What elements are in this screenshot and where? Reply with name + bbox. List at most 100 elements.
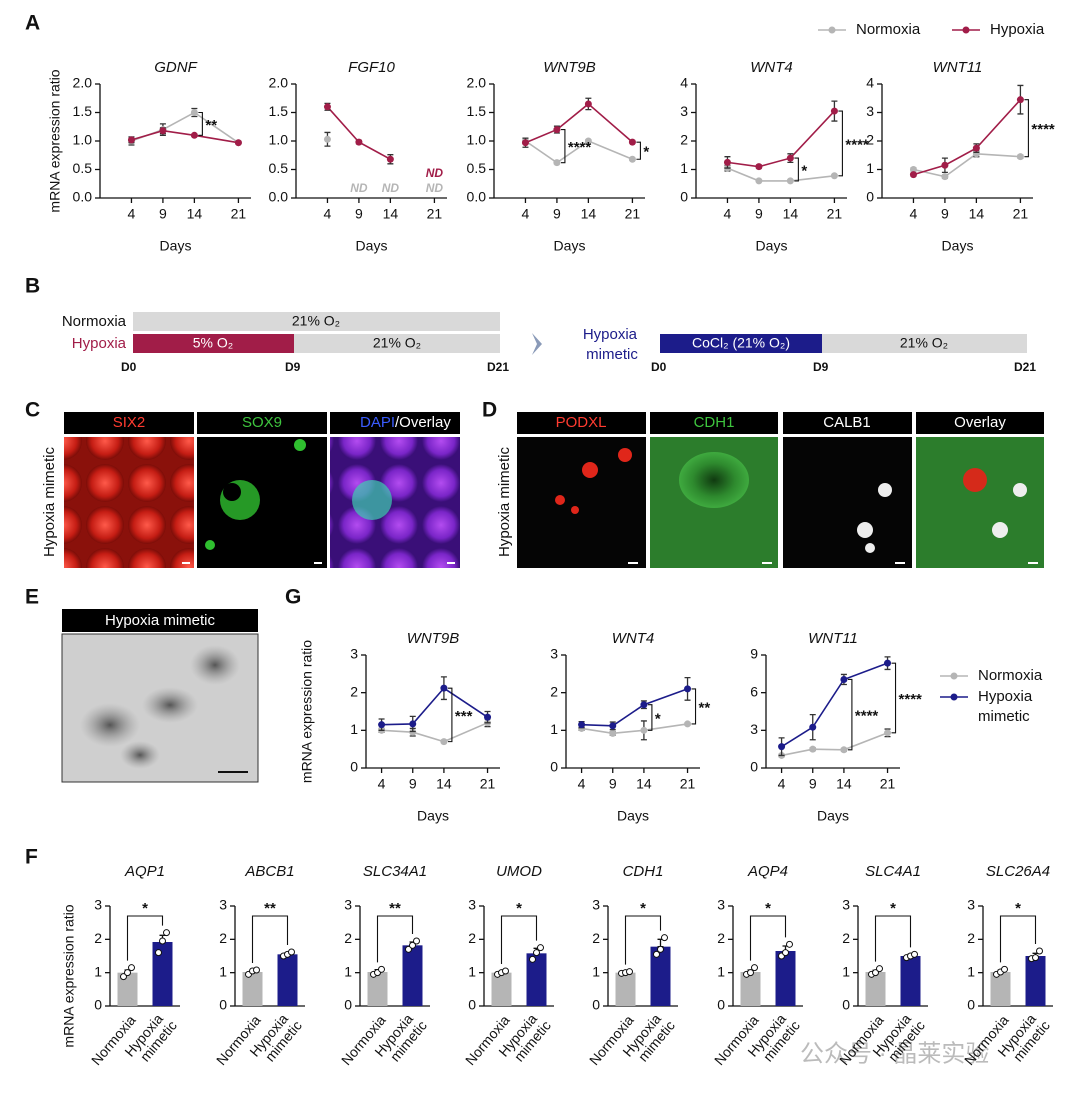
micrograph (916, 437, 1044, 568)
data-point (159, 937, 166, 945)
data-point (529, 955, 536, 963)
annotation: * (655, 710, 661, 727)
y-tick-label: 0.5 (73, 160, 93, 176)
bracket (636, 141, 641, 160)
day-label: D9 (813, 360, 829, 374)
bracket (838, 110, 843, 177)
stain (223, 483, 241, 501)
bar (740, 972, 761, 1006)
data-point (124, 969, 131, 977)
arrow (532, 333, 542, 355)
header-bar (64, 412, 194, 434)
stain (142, 687, 198, 723)
chart-title: WNT11 (933, 59, 983, 76)
bracket (251, 915, 289, 963)
data-point (163, 929, 170, 937)
bar-label: 21% O₂ (373, 335, 421, 351)
panel-letter: B (25, 275, 40, 298)
point (941, 173, 949, 181)
y-tick-label: 0 (750, 759, 758, 775)
x-tick-label: 9 (809, 776, 817, 792)
x-tick-label: 4 (522, 206, 530, 222)
bracket (874, 915, 912, 962)
watermark: 公众号 · 晶莱实验 (800, 1040, 989, 1067)
bar-label: 21% O₂ (292, 313, 340, 329)
x-tick-label: 14 (581, 206, 597, 222)
x-tick-label: 14 (783, 206, 799, 222)
chart-title: SLC34A1 (363, 863, 427, 880)
x-axis-label: Days (417, 808, 449, 824)
y-tick-label: 3 (468, 897, 476, 913)
y-tick-label: 0 (866, 189, 874, 205)
data-point (120, 973, 127, 981)
point (840, 675, 848, 683)
y-tick-label: 1 (550, 721, 558, 737)
micrograph (64, 437, 194, 568)
point (484, 713, 492, 721)
bracket (691, 688, 697, 725)
stain (878, 483, 892, 497)
panel-letter: F (25, 846, 38, 869)
series-line (581, 723, 688, 735)
point (640, 726, 648, 734)
stain (205, 540, 215, 550)
y-tick-label: 3 (344, 897, 352, 913)
y-tick-label: 3 (967, 897, 975, 913)
point (584, 137, 592, 145)
data-point (1001, 965, 1008, 973)
y-tick-label: 0 (967, 997, 975, 1013)
y-tick-label: 0 (219, 997, 227, 1013)
annotation: * (1015, 900, 1021, 917)
day-label: D21 (487, 360, 509, 374)
annotation: * (765, 900, 771, 917)
annotation: * (801, 162, 807, 179)
series-line (381, 687, 488, 726)
data-point (533, 949, 540, 957)
point (440, 738, 448, 746)
legend-marker (950, 693, 958, 701)
annotation: **** (899, 691, 923, 708)
stain (294, 439, 306, 451)
data-point (661, 934, 668, 942)
bracket (647, 704, 653, 731)
bar (277, 954, 298, 1006)
annotation: ** (264, 900, 276, 917)
point (786, 177, 794, 185)
chart-title: WNT11 (808, 630, 858, 647)
x-tick-label: 14 (383, 206, 399, 222)
data-point (405, 945, 412, 953)
point (628, 155, 636, 163)
bracket (794, 157, 799, 182)
point (609, 722, 617, 730)
x-tick-label: 21 (880, 776, 896, 792)
y-tick-label: 1.0 (467, 132, 487, 148)
y-tick-label: 3 (350, 646, 358, 662)
y-tick-label: 2.0 (269, 75, 289, 91)
point (584, 100, 592, 108)
x-tick-label: 21 (625, 206, 641, 222)
header: Overlay (954, 414, 1006, 431)
y-tick-label: 0 (94, 997, 102, 1013)
chart-title: AQP4 (747, 863, 788, 880)
data-point (657, 945, 664, 953)
series-line (781, 732, 888, 757)
y-tick-label: 1.5 (269, 103, 289, 119)
stain (571, 506, 579, 514)
series-line (781, 662, 888, 748)
row-label: Hypoxia (72, 335, 127, 352)
day-label: D0 (651, 360, 667, 374)
chart-title: SLC26A4 (986, 863, 1050, 880)
point (190, 109, 198, 116)
y-tick-label: 3 (94, 897, 102, 913)
chart-title: AQP1 (124, 863, 165, 880)
y-tick-label: 1.5 (467, 103, 487, 119)
y-tick-label: 0.0 (467, 189, 487, 205)
point (909, 166, 917, 173)
data-point (911, 950, 918, 958)
y-tick-label: 0 (344, 997, 352, 1013)
stain (857, 522, 873, 538)
y-tick-label: 1.0 (73, 132, 93, 148)
annotation: ** (699, 699, 711, 716)
header: DAPI (360, 414, 395, 431)
y-tick-label: 0.0 (269, 189, 289, 205)
